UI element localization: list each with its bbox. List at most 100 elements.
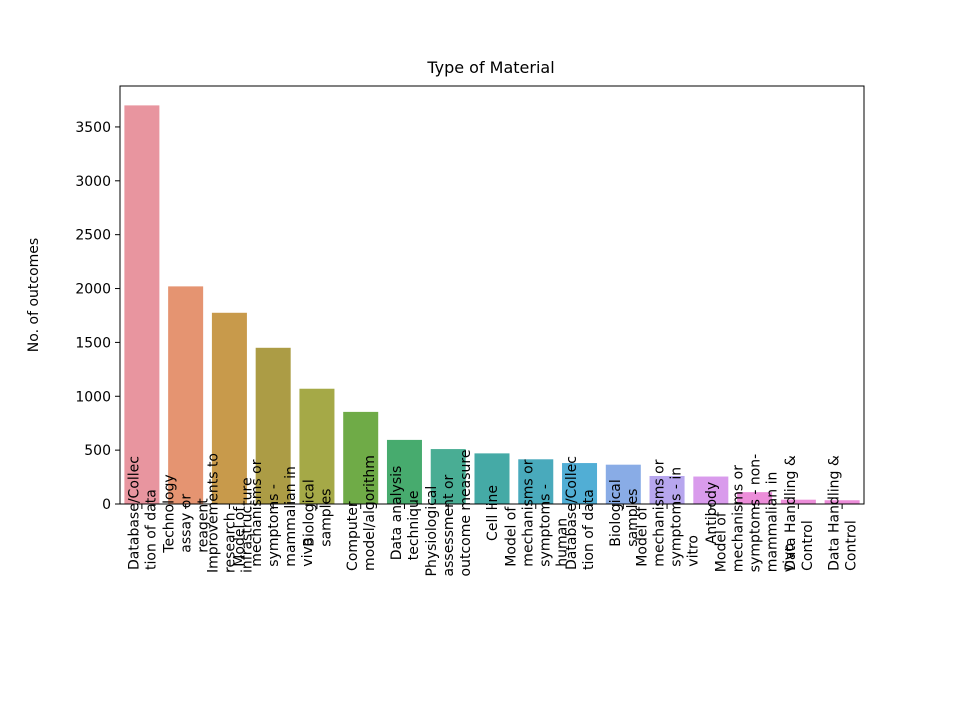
x-tick-label-line: Biological: [608, 479, 624, 546]
bar-15: [737, 492, 773, 504]
x-tick-label-line: Data Handling &: [783, 455, 799, 571]
x-tick-label-line: Biological: [301, 479, 317, 546]
x-tick-label: Data Handling &Control: [783, 455, 816, 571]
x-tick-label-line: Technology: [162, 474, 178, 553]
x-tick-label-line: Database/Collec: [564, 456, 580, 570]
x-tick-label: Biologicalsamples: [608, 479, 641, 546]
x-tick-label-line: mechanisms or: [249, 459, 265, 566]
x-tick-label-line: Control: [800, 520, 816, 571]
plot-frame: [119, 85, 865, 505]
y-axis-label: No. of outcomes: [26, 238, 42, 352]
x-tick-label-line: Antibody: [704, 482, 720, 544]
x-tick-label-text: Antibody: [704, 482, 720, 544]
x-tick-label-text: Data analysistechnique: [389, 466, 422, 561]
bar-12: [605, 464, 641, 504]
x-tick-label: Biologicalsamples: [301, 479, 334, 546]
x-tick-label-line: mechanisms or: [520, 459, 536, 566]
x-tick-label-line: Data analysis: [389, 466, 405, 561]
y-tick-label: 2500: [75, 228, 111, 244]
x-tick-label-line: tion of data: [143, 489, 159, 570]
x-tick-label-text: Data Handling &Control: [783, 455, 816, 571]
x-tick-label-line: symptoms -: [537, 484, 553, 567]
x-tick-label-line: Database/Collec: [126, 456, 142, 570]
x-tick-label-text: Technologyassay orreagent: [162, 474, 212, 553]
x-tick-label-line: vivo: [300, 538, 316, 567]
bar-10: [518, 459, 554, 504]
bar-1: [124, 105, 160, 504]
x-tick-label-text: Computermodel/algorithm: [345, 455, 378, 571]
y-tick-label: 1500: [75, 335, 111, 351]
x-tick-label: Physiologicalassessment oroutcome measur…: [424, 450, 474, 577]
x-tick-label-text: Biologicalsamples: [301, 479, 334, 546]
x-tick-label-line: human: [554, 518, 570, 567]
x-tick-label-line: Cell line: [485, 485, 501, 541]
bar-7: [386, 439, 422, 504]
bar-16: [780, 499, 816, 504]
y-axis: 0 500 1000 1500 2000 2500 3000 3500: [75, 120, 120, 513]
x-tick-label: Technologyassay orreagent: [162, 474, 212, 553]
x-tick-label-line: symptoms -: [266, 484, 282, 567]
x-tick-label-line: symptoms - non-: [748, 454, 764, 572]
x-tick-label-line: mechanisms or: [652, 459, 668, 566]
x-tick-label-text: Cell line: [485, 485, 501, 541]
x-tick-label-line: mammalian in: [765, 472, 781, 573]
x-tick-label-line: Model of: [714, 511, 730, 572]
x-tick-label-line: Computer: [345, 501, 361, 571]
x-tick-label-text: Physiologicalassessment oroutcome measur…: [424, 450, 474, 577]
x-tick-label-line: vitro: [686, 535, 702, 567]
bar-3: [211, 312, 247, 504]
bar-17: [824, 500, 860, 504]
x-axis: Database/Collection of data Technologyass…: [126, 450, 859, 577]
x-tick-label-line: infrastructure: [239, 477, 255, 573]
x-tick-label-text: Data Handling &Control: [827, 455, 860, 571]
x-tick-label-line: Model of: [503, 506, 519, 567]
x-tick-label: Database/Collection of data: [564, 456, 597, 570]
x-tick-label-line: Control: [844, 520, 860, 571]
bars-group: [124, 105, 860, 504]
x-tick-label: Data analysistechnique: [389, 466, 422, 561]
x-tick-label-line: assessment or: [441, 474, 457, 576]
x-tick-label-line: assay or: [179, 494, 195, 553]
x-tick-label: Database/Collection of data: [126, 456, 159, 570]
bar-4: [255, 347, 291, 504]
x-tick-label-line: samples: [625, 489, 641, 547]
bar-8: [430, 449, 466, 504]
x-tick-label-line: tion of data: [581, 489, 597, 570]
y-tick-label: 3500: [75, 120, 111, 136]
bar-5: [299, 388, 335, 504]
x-tick-label-line: mechanisms or: [731, 465, 747, 572]
x-tick-label: Model ofmechanisms orsymptoms - invitro: [635, 459, 702, 566]
y-tick-label: 2000: [75, 282, 111, 298]
x-tick-label-line: symptoms - in: [669, 467, 685, 567]
y-tick-label: 1000: [75, 389, 111, 405]
x-tick-label-line: outcome measure: [458, 450, 474, 577]
x-tick-label-text: Model ofmechanisms orsymptoms -mammalian…: [232, 459, 316, 566]
x-tick-label-text: Model ofmechanisms orsymptoms - invitro: [635, 459, 702, 566]
x-tick-label: Improvements toresearchinfrastructure: [205, 453, 255, 573]
x-tick-label: Computermodel/algorithm: [345, 455, 378, 571]
x-tick-label-line: mammalian in: [283, 466, 299, 567]
x-tick-label-line: research: [222, 512, 238, 573]
y-tick-label: 0: [102, 497, 111, 513]
x-tick-label: Cell line: [485, 485, 501, 541]
x-tick-label-line: technique: [406, 490, 422, 560]
x-tick-label-line: Improvements to: [205, 453, 221, 573]
x-tick-label-line: reagent: [196, 498, 212, 553]
x-tick-label-line: Physiological: [424, 486, 440, 577]
x-tick-label-line: model/algorithm: [362, 455, 378, 571]
chart-title: Type of Material: [426, 58, 554, 77]
bar-11: [562, 463, 598, 504]
bar-14: [693, 476, 729, 504]
bar-6: [343, 411, 379, 504]
x-tick-label-line: Model of: [232, 506, 248, 567]
x-tick-label: Data Handling &Control: [827, 455, 860, 571]
y-tick-label: 3000: [75, 174, 111, 190]
x-tick-label-line: Data Handling &: [827, 455, 843, 571]
x-tick-label-text: Model ofmechanisms orsymptoms -human: [503, 459, 570, 566]
x-tick-label-line: vivo: [782, 543, 798, 572]
x-tick-label-text: Model ofmechanisms orsymptoms - non-mamm…: [714, 454, 798, 572]
bar-2: [168, 286, 204, 504]
x-tick-label-text: Database/Collection of data: [126, 456, 159, 570]
